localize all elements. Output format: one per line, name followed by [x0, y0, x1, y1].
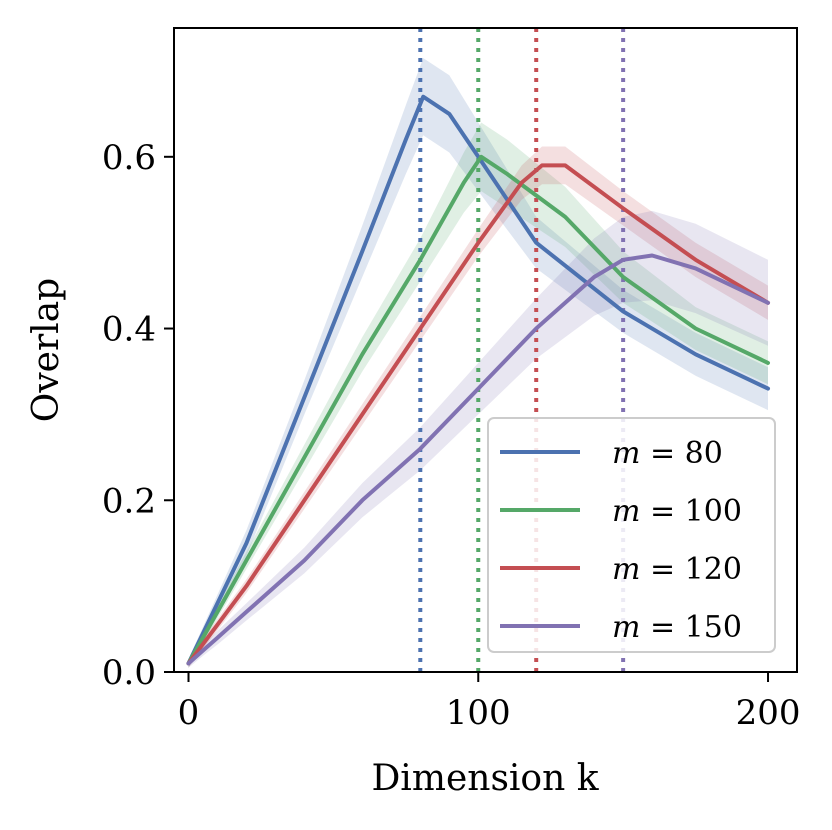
series-lines: [186, 94, 770, 666]
legend-frame: [487, 417, 776, 653]
y-tick-label-0.6: 0.6: [102, 138, 156, 178]
y-tick-label-0.4: 0.4: [102, 310, 156, 350]
reference-lines: [418, 28, 626, 672]
x-tick-label-200: 200: [736, 693, 801, 733]
y-tick-label-0.2: 0.2: [102, 481, 156, 521]
legend-label-120: m = 120: [612, 552, 742, 587]
plot-frame: [173, 27, 798, 673]
line-m-150: [186, 253, 770, 666]
line-m-100: [186, 154, 770, 666]
x-tick-label-100: 100: [446, 693, 511, 733]
x-axis-title: Dimension k: [371, 758, 599, 799]
y-axis-ticks: 0.0 0.2 0.4 0.6: [102, 138, 174, 693]
legend-label-100: m = 100: [612, 494, 742, 529]
y-axis-title: Overlap: [26, 278, 67, 422]
band-150: [188, 210, 768, 668]
legend-label-150: m = 150: [612, 610, 742, 645]
line-m-80: [186, 94, 770, 666]
legend: m = 80 m = 100 m = 120 m = 150: [487, 417, 776, 653]
line-m-120: [186, 163, 770, 666]
y-tick-label-0: 0.0: [102, 653, 156, 693]
x-tick-label-0: 0: [178, 693, 200, 733]
legend-label-80: m = 80: [612, 436, 723, 471]
y-axis-title-text: Overlap: [26, 278, 67, 422]
x-axis-title-text: Dimension k: [371, 758, 599, 799]
x-axis-ticks: 0 100 200: [178, 672, 801, 733]
